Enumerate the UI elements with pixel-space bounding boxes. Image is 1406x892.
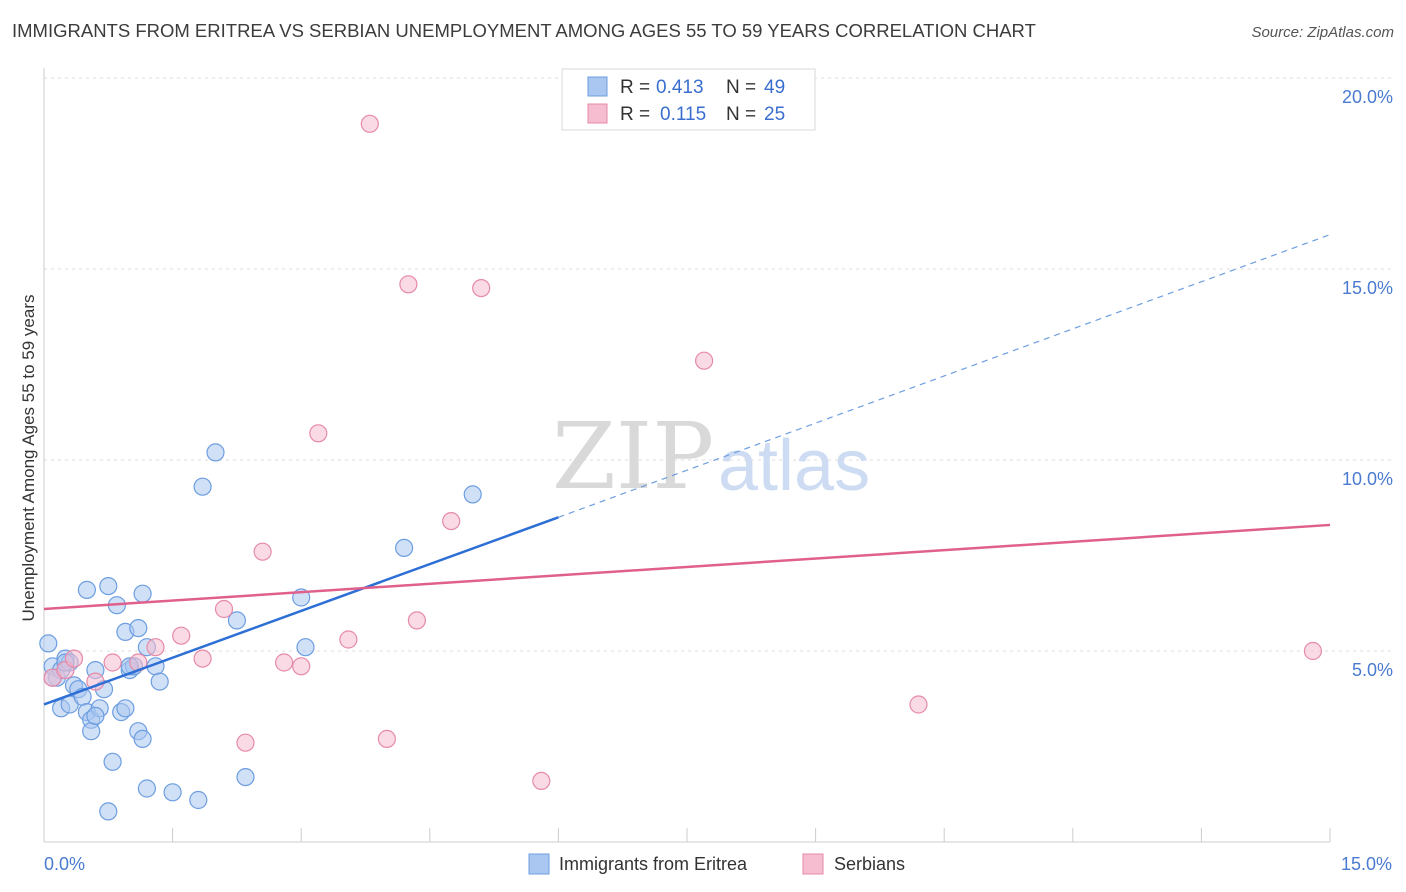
x-tick-label-min: 0.0%: [44, 854, 85, 874]
tick-layer: 5.0% 10.0% 15.0% 20.0%: [43, 87, 1393, 842]
point-eritrea: [150, 672, 169, 691]
legend-n-value-serbians: 25: [764, 104, 785, 125]
point-serbians: [214, 599, 234, 619]
point-eritrea: [236, 767, 255, 787]
chart-source: Source: ZipAtlas.com: [1251, 24, 1394, 41]
point-eritrea: [99, 802, 118, 821]
point-eritrea: [133, 729, 152, 749]
point-eritrea: [163, 783, 182, 802]
point-eritrea: [463, 485, 482, 504]
watermark: ZIP atlas: [552, 403, 870, 510]
legend-n-value-eritrea: 49: [764, 77, 785, 98]
y-axis-label: Unemployment Among Ages 55 to 59 years: [19, 295, 38, 622]
point-serbians: [236, 733, 255, 752]
legend-r-value-serbians: 0.115: [660, 104, 706, 125]
bottom-legend-swatch-eritrea: [528, 853, 550, 875]
point-serbians: [532, 771, 551, 791]
point-serbians: [275, 653, 294, 672]
point-serbians: [360, 114, 379, 133]
point-eritrea: [86, 706, 105, 726]
point-eritrea: [129, 618, 148, 638]
point-serbians: [909, 695, 928, 714]
x-tick-label-max: 15.0%: [1341, 854, 1392, 874]
bottom-legend: Immigrants from Eritrea Serbians: [528, 853, 905, 875]
point-serbians: [694, 351, 714, 370]
point-serbians: [377, 729, 396, 749]
trendline-serbians: [43, 523, 1331, 611]
point-eritrea: [193, 477, 212, 496]
point-eritrea: [39, 634, 58, 653]
y-tick-label: 15.0%: [1342, 278, 1393, 298]
bottom-legend-label-serbians: Serbians: [834, 854, 905, 874]
point-serbians: [442, 511, 461, 531]
point-eritrea: [227, 611, 246, 630]
trendline-eritrea-extension: [558, 234, 1331, 518]
point-eritrea: [116, 699, 135, 718]
point-serbians: [253, 542, 272, 561]
point-eritrea: [82, 722, 101, 741]
y-tick-label: 10.0%: [1342, 469, 1393, 489]
legend-n-label-serbians: N =: [726, 104, 756, 125]
point-eritrea: [206, 443, 225, 462]
point-serbians: [172, 626, 191, 645]
top-legend: R = 0.413 N = 49 R = 0.115 N = 25: [561, 68, 816, 131]
point-serbians: [399, 275, 418, 294]
point-eritrea: [137, 779, 156, 798]
legend-r-label-eritrea: R =: [620, 77, 650, 98]
points-layer: [39, 114, 1323, 821]
point-serbians: [472, 279, 491, 298]
legend-r-label-serbians: R =: [620, 104, 650, 125]
watermark-zip: ZIP: [552, 403, 714, 510]
legend-r-value-eritrea: 0.413: [656, 77, 704, 98]
chart-title: IMMIGRANTS FROM ERITREA VS SERBIAN UNEMP…: [12, 20, 1036, 41]
point-eritrea: [77, 580, 97, 600]
point-eritrea: [189, 790, 208, 810]
trendline-eritrea: [43, 516, 559, 706]
point-eritrea: [133, 584, 152, 603]
point-eritrea: [296, 638, 315, 657]
point-serbians: [1303, 641, 1323, 661]
point-eritrea: [99, 576, 118, 596]
point-serbians: [64, 649, 84, 668]
watermark-atlas: atlas: [718, 426, 870, 506]
point-serbians: [292, 657, 311, 676]
point-serbians: [193, 649, 212, 668]
point-serbians: [407, 611, 426, 630]
trend-layer: [43, 234, 1331, 706]
legend-swatch-serbians: [587, 103, 608, 124]
point-serbians: [146, 638, 165, 657]
point-serbians: [339, 630, 358, 649]
legend-swatch-eritrea: [587, 76, 608, 97]
y-tick-label: 5.0%: [1352, 660, 1393, 680]
y-tick-label: 20.0%: [1342, 87, 1393, 107]
point-serbians: [309, 424, 328, 443]
point-eritrea: [395, 538, 414, 558]
point-eritrea: [103, 752, 122, 771]
point-serbians: [103, 653, 122, 672]
bottom-legend-label-eritrea: Immigrants from Eritrea: [559, 854, 748, 874]
bottom-legend-swatch-serbians: [802, 853, 824, 875]
legend-n-label-eritrea: N =: [726, 77, 756, 98]
